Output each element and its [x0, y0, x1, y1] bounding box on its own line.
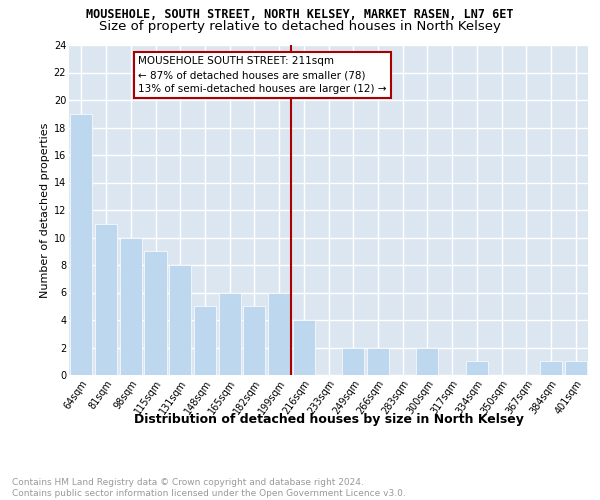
Bar — [342, 348, 364, 375]
Y-axis label: Number of detached properties: Number of detached properties — [40, 122, 50, 298]
Bar — [565, 361, 587, 375]
Text: Distribution of detached houses by size in North Kelsey: Distribution of detached houses by size … — [134, 412, 524, 426]
Bar — [169, 265, 191, 375]
Bar — [218, 292, 241, 375]
Bar — [145, 251, 167, 375]
Bar — [416, 348, 439, 375]
Text: MOUSEHOLE, SOUTH STREET, NORTH KELSEY, MARKET RASEN, LN7 6ET: MOUSEHOLE, SOUTH STREET, NORTH KELSEY, M… — [86, 8, 514, 20]
Bar — [540, 361, 562, 375]
Bar — [70, 114, 92, 375]
Text: MOUSEHOLE SOUTH STREET: 211sqm
← 87% of detached houses are smaller (78)
13% of : MOUSEHOLE SOUTH STREET: 211sqm ← 87% of … — [138, 56, 387, 94]
Bar — [293, 320, 315, 375]
Bar — [194, 306, 216, 375]
Bar — [95, 224, 117, 375]
Bar — [466, 361, 488, 375]
Bar — [367, 348, 389, 375]
Bar — [243, 306, 265, 375]
Bar — [119, 238, 142, 375]
Bar — [268, 292, 290, 375]
Text: Size of property relative to detached houses in North Kelsey: Size of property relative to detached ho… — [99, 20, 501, 33]
Text: Contains HM Land Registry data © Crown copyright and database right 2024.
Contai: Contains HM Land Registry data © Crown c… — [12, 478, 406, 498]
